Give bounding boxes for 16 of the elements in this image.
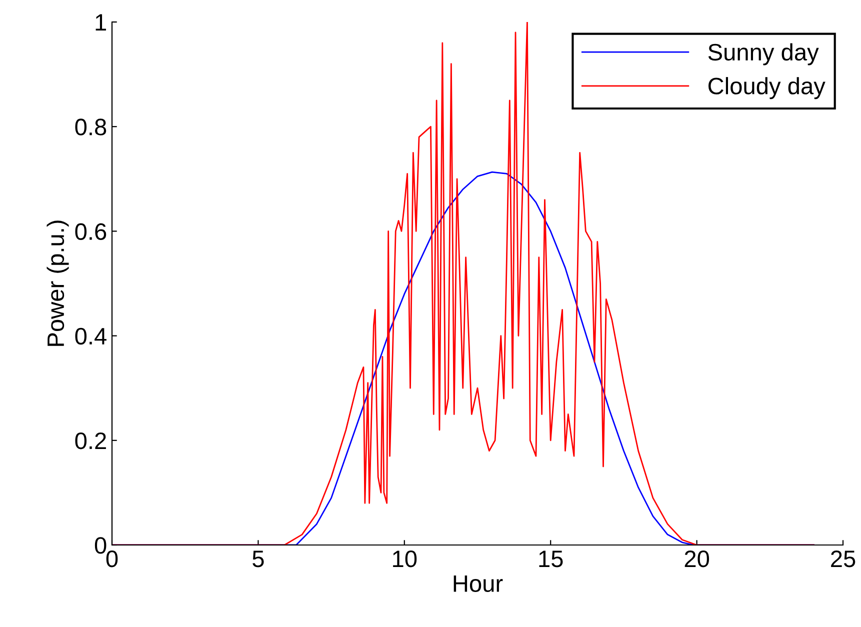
- x-tick-label: 15: [539, 550, 563, 568]
- y-tick-label: 1: [96, 14, 106, 31]
- y-tick-label: 0.6: [75, 223, 106, 240]
- y-tick-label: 0: [94, 537, 106, 554]
- legend-label: Cloudy day: [708, 77, 826, 100]
- x-axis-title: Hour: [454, 576, 503, 592]
- y-tick-label: 0.2: [75, 432, 106, 450]
- y-tick-label: 0.8: [75, 118, 106, 136]
- legend-label: Sunny day: [708, 43, 819, 66]
- y-axis-title: Power (p.u.): [46, 220, 69, 346]
- x-tick-label: 5: [252, 550, 264, 568]
- x-tick-label: 25: [831, 550, 856, 568]
- x-tick-label: 10: [393, 550, 417, 568]
- x-tick-label: 0: [106, 550, 118, 568]
- y-tick-label: 0.4: [75, 328, 106, 345]
- x-tick-label: 20: [684, 550, 710, 568]
